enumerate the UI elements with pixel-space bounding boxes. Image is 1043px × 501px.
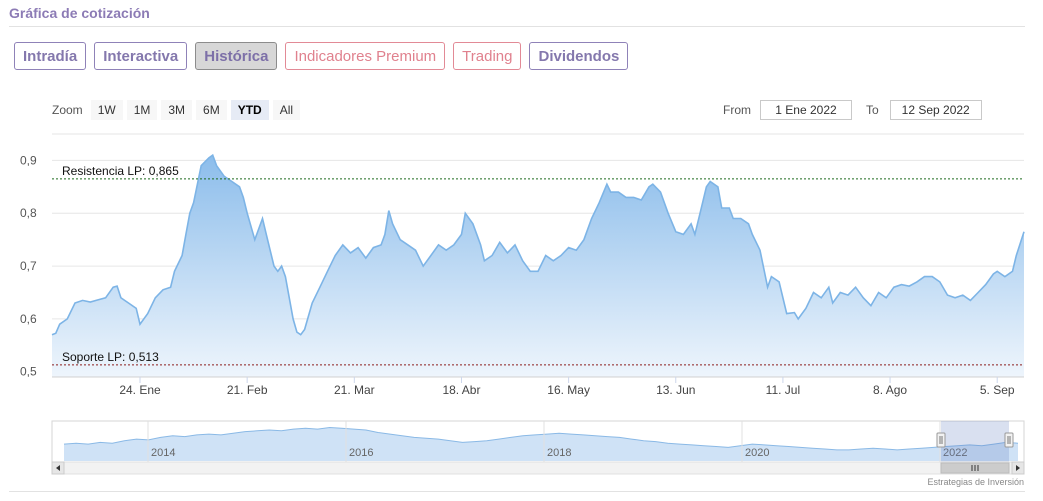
chart-tabs: Intradía Interactiva Histórica Indicador… — [14, 42, 629, 70]
from-label: From — [723, 103, 751, 117]
zoom-1m-button[interactable]: 1M — [126, 100, 158, 120]
x-tick-label: 5. Sep — [980, 383, 1015, 397]
zoom-1w-button[interactable]: 1W — [90, 100, 123, 120]
to-date-input[interactable] — [889, 100, 982, 120]
tab-intradia[interactable]: Intradía — [14, 42, 87, 70]
x-tick-label: 24. Ene — [119, 383, 161, 397]
zoom-ytd-button[interactable]: YTD — [230, 100, 269, 120]
tab-trading[interactable]: Trading — [453, 42, 522, 70]
navigator-year-label: 2020 — [745, 447, 769, 459]
navigator-area — [64, 427, 1018, 461]
zoom-controls: Zoom 1W 1M 3M 6M YTD All — [52, 100, 304, 120]
zoom-label: Zoom — [52, 103, 83, 117]
tab-historica[interactable]: Histórica — [195, 42, 278, 70]
x-tick-label: 21. Mar — [334, 383, 375, 397]
y-tick-label: 0,8 — [20, 206, 37, 220]
navigator-year-label: 2022 — [943, 447, 967, 459]
to-label: To — [866, 103, 879, 117]
x-tick-label: 21. Feb — [227, 383, 268, 397]
price-line — [51, 153, 1025, 336]
tab-indicadores-premium[interactable]: Indicadores Premium — [285, 42, 446, 70]
x-tick-label: 16. May — [547, 383, 590, 397]
zoom-3m-button[interactable]: 3M — [161, 100, 193, 120]
navigator-scrollbar-track[interactable] — [51, 461, 1025, 475]
tab-interactiva[interactable]: Interactiva — [94, 42, 188, 70]
from-date-input[interactable] — [760, 100, 852, 120]
resistance-label: Resistencia LP: 0,865 — [62, 164, 179, 178]
x-tick-label: 8. Ago — [873, 383, 907, 397]
tab-dividendos[interactable]: Dividendos — [529, 42, 629, 70]
x-tick-label: 18. Abr — [442, 383, 480, 397]
y-tick-label: 0,9 — [20, 153, 37, 167]
navigator-year-label: 2014 — [151, 447, 175, 459]
arrow-right-icon — [1016, 465, 1020, 471]
navigator-line — [63, 426, 1019, 451]
navigator-year-label: 2016 — [349, 447, 373, 459]
navigator-handle-right[interactable] — [1004, 432, 1014, 448]
bottom-divider — [9, 491, 1025, 492]
zoom-all-button[interactable]: All — [272, 100, 301, 120]
credit: Estrategias de Inversión — [927, 477, 1024, 487]
range-from: From — [723, 100, 852, 120]
y-tick-label: 0,6 — [20, 312, 37, 326]
x-tick-label: 13. Jun — [656, 383, 695, 397]
support-label: Soporte LP: 0,513 — [62, 350, 159, 364]
navigator-year-label: 2018 — [547, 447, 571, 459]
range-to: To — [866, 100, 982, 120]
y-tick-label: 0,5 — [20, 365, 37, 379]
x-tick-label: 11. Jul — [766, 383, 800, 397]
navigator-selection[interactable] — [941, 421, 1009, 462]
section-title: Gráfica de cotización — [9, 5, 150, 21]
price-area — [52, 155, 1024, 377]
arrow-left-icon — [56, 465, 60, 471]
title-divider — [9, 26, 1025, 27]
navigator-handle-left[interactable] — [936, 432, 946, 448]
zoom-6m-button[interactable]: 6M — [196, 100, 227, 120]
y-tick-label: 0,7 — [20, 259, 37, 273]
